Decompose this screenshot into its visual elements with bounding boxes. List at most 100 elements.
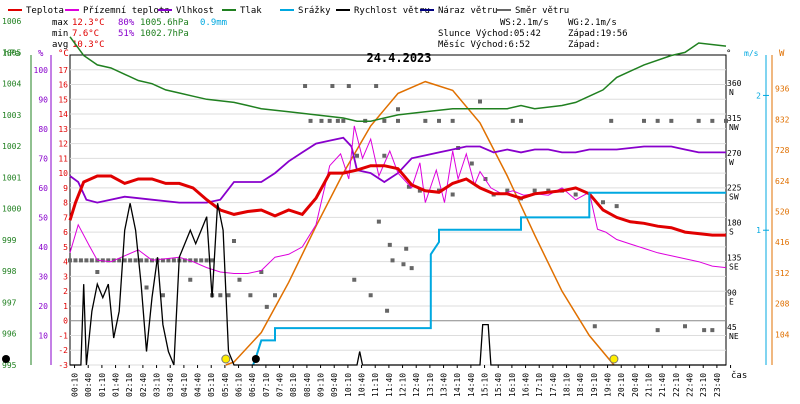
x-tick-label: 03:10 [153,373,162,397]
x-tick-label: 02:40 [139,373,148,397]
speed-unit: m/s [744,49,759,58]
chart-title: 24.4.2023 [366,51,431,65]
wind-direction-point [259,270,264,274]
x-tick-label: 22:40 [686,373,695,397]
x-tick-label: 23:10 [699,373,708,397]
x-tick-label: 02:10 [125,373,134,397]
wind-direction-point [478,99,482,104]
x-tick-label: 19:40 [604,373,613,397]
wind-direction-point [532,188,537,193]
legend-label-prizemni: Přízemní teplota [83,6,170,16]
x-tick-label: 08:40 [303,373,312,397]
temp-tick: 15 [58,95,68,104]
temp-tick: 12 [58,140,68,149]
x-tick-label: 23:40 [713,373,722,397]
temp-tick: 9 [63,184,68,193]
stats-min-hum: 51% [118,29,135,39]
direction-tick-label: NW [729,123,739,132]
series-wind-speed [70,203,726,366]
direction-tick: 360 [727,79,742,88]
x-tick-label: 04:40 [194,373,203,397]
wind-direction-point [396,107,400,112]
temp-tick: 0 [63,317,68,326]
x-tick-label: 18:40 [576,373,585,397]
wind-direction-point [327,118,332,123]
stats-min-press: 1002.7hPa [140,29,189,39]
wind-direction-point [382,118,387,123]
humidity-tick: 60 [38,184,48,193]
wind-direction-point [73,258,78,263]
wind-direction-point [655,118,660,123]
wind-direction-point [341,118,346,123]
humidity-tick: 20 [38,302,48,311]
wind-direction-point [374,84,379,88]
x-tick-label: 09:40 [330,373,339,397]
pressure-tick: 1001 [2,173,21,182]
wind-direction-point [117,258,122,263]
wind-direction-point [182,258,187,263]
wind-direction-point [122,258,127,263]
legend-label-srazky: Srážky [298,6,331,16]
wind-direction-point [210,258,215,263]
x-tick-label: 18:10 [563,373,572,397]
wind-direction-point [519,118,523,123]
pressure-tick: 1006 [2,17,21,26]
wind-direction-point [319,118,324,123]
wind-direction-point [166,258,171,263]
wind-direction-point [387,242,392,247]
temp-tick: 3 [63,272,68,281]
wind-direction-point [188,277,193,282]
wind-direction-point [308,118,313,123]
x-tick-label: 07:40 [276,373,285,397]
wind-direction-point [248,293,253,298]
wind-direction-point [352,277,357,282]
wind-direction-point [505,188,510,193]
wind-direction-point [264,304,269,309]
stats-block: max 12.3°C 80% 1005.6hPa 0.9mm min 7.6°C… [52,18,227,50]
x-tick-label: 19:10 [590,373,599,397]
pressure-tick: 995 [2,361,17,370]
wind-direction-point [237,277,242,282]
wind-direction-point [390,258,395,263]
info-sunrise: Slunce Východ:05:42 [438,29,541,39]
wind-direction-point [669,118,674,123]
x-tick-label: 20:10 [617,373,626,397]
temp-tick: 2 [63,287,68,296]
pressure-tick: 998 [2,267,17,276]
wind-direction-point [401,262,406,267]
solar-tick: 936 [775,85,790,94]
direction-tick-label: SW [729,193,739,202]
x-tick-label: 10:40 [358,373,367,397]
series-pressure [69,36,727,122]
x-tick-label: 21:40 [658,373,667,397]
stats-max-label: max [52,18,69,28]
wind-direction-point [335,118,340,123]
pressure-tick: 1005 [2,48,21,57]
info-block: WS:2.1m/s WG:2.1m/s Slunce Východ:05:42 … [438,18,628,50]
moon-marker-left [2,355,10,363]
time-unit: čas [731,370,747,381]
wind-direction-point [226,293,231,298]
wind-direction-point [601,200,605,205]
wind-direction-point [160,258,165,263]
solar-tick: 104 [775,330,790,339]
direction-tick-label: W [729,158,734,167]
stats-avg-label: avg [52,40,68,50]
wind-direction-point [273,293,277,298]
wind-direction-point [546,188,551,193]
legend-label-naraz: Náraz větru [438,6,498,16]
x-tick-label: 06:40 [248,373,257,397]
pressure-tick: 996 [2,330,17,339]
wind-direction-point [702,328,707,333]
x-tick-label: 05:40 [221,373,230,397]
wind-direction-point [406,184,411,189]
sun-marker [221,354,231,364]
direction-tick-label: S [729,228,734,237]
wind-direction-point [404,246,409,251]
wind-direction-point [139,258,144,263]
wind-direction-point [106,258,111,263]
wind-direction-point [573,192,578,197]
x-tick-label: 01:10 [98,373,107,397]
wind-direction-point [409,266,414,271]
x-tick-label: 10:10 [344,373,353,397]
